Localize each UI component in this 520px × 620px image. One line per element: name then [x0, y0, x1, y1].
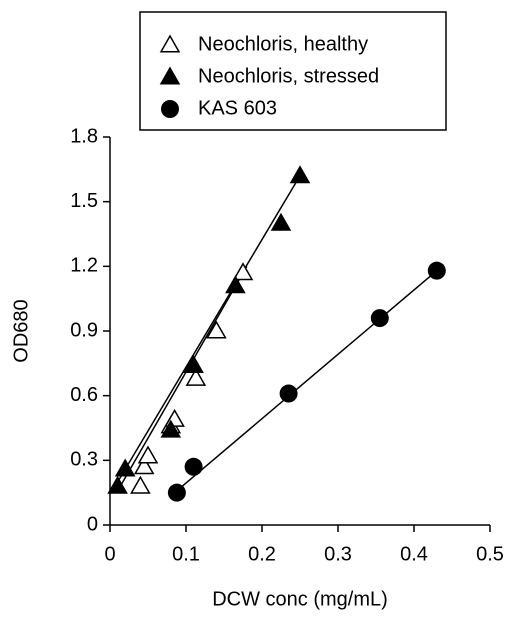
marker — [114, 458, 136, 477]
marker — [427, 261, 446, 280]
marker — [289, 165, 311, 184]
legend-label: Neochloris, healthy — [198, 33, 368, 55]
marker — [167, 483, 186, 502]
y-tick-label: 1.8 — [70, 125, 98, 147]
marker — [164, 408, 185, 427]
x-tick-label: 0.3 — [324, 543, 352, 565]
marker — [133, 456, 155, 475]
marker — [130, 475, 151, 494]
marker — [206, 320, 227, 339]
y-tick-label: 0.3 — [70, 449, 98, 471]
legend-marker — [161, 100, 179, 118]
fit-line — [174, 270, 438, 494]
y-tick-label: 0.6 — [70, 384, 98, 406]
y-tick-label: 0 — [87, 513, 98, 535]
x-tick-label: 0.2 — [248, 543, 276, 565]
marker — [160, 419, 182, 438]
y-tick-label: 1.2 — [70, 255, 98, 277]
legend-marker — [159, 34, 181, 53]
y-tick-label: 1.5 — [70, 190, 98, 212]
marker — [185, 367, 207, 386]
legend-label: Neochloris, stressed — [198, 65, 379, 87]
marker — [279, 384, 298, 403]
fit-line — [118, 265, 248, 489]
x-tick-label: 0.5 — [476, 543, 504, 565]
x-tick-label: 0.1 — [172, 543, 200, 565]
marker — [107, 475, 128, 494]
y-tick-label: 0.9 — [70, 319, 98, 341]
marker — [232, 262, 254, 281]
marker — [184, 457, 203, 476]
legend-marker — [159, 66, 181, 85]
marker — [225, 275, 246, 294]
y-axis-label: OD680 — [10, 299, 32, 362]
x-axis-label: DCW conc (mg/mL) — [212, 588, 388, 610]
fit-line — [113, 175, 301, 489]
marker — [137, 445, 159, 464]
legend-box — [139, 11, 447, 131]
marker — [270, 212, 292, 231]
x-tick-label: 0 — [104, 543, 115, 565]
marker — [370, 309, 389, 328]
marker — [183, 354, 204, 373]
legend-label: KAS 603 — [198, 97, 277, 119]
x-tick-label: 0.4 — [400, 543, 428, 565]
